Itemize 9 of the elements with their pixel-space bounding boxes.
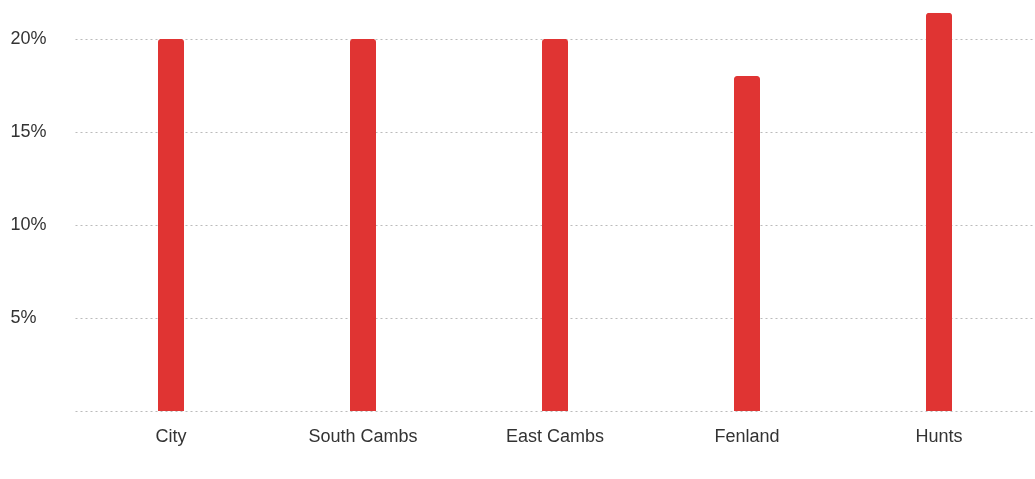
x-tick-label: City (155, 425, 187, 446)
y-tick-label: 15% (10, 121, 47, 142)
y-tick-label: 10% (10, 214, 47, 235)
x-tick-label: East Cambs (505, 425, 605, 446)
x-tick-label: Fenland (714, 425, 780, 446)
x-tick-label: Hunts (915, 425, 963, 446)
y-tick-label: 5% (10, 307, 37, 328)
x-tick-label: South Cambs (308, 425, 418, 446)
y-tick-label: 20% (10, 28, 47, 49)
